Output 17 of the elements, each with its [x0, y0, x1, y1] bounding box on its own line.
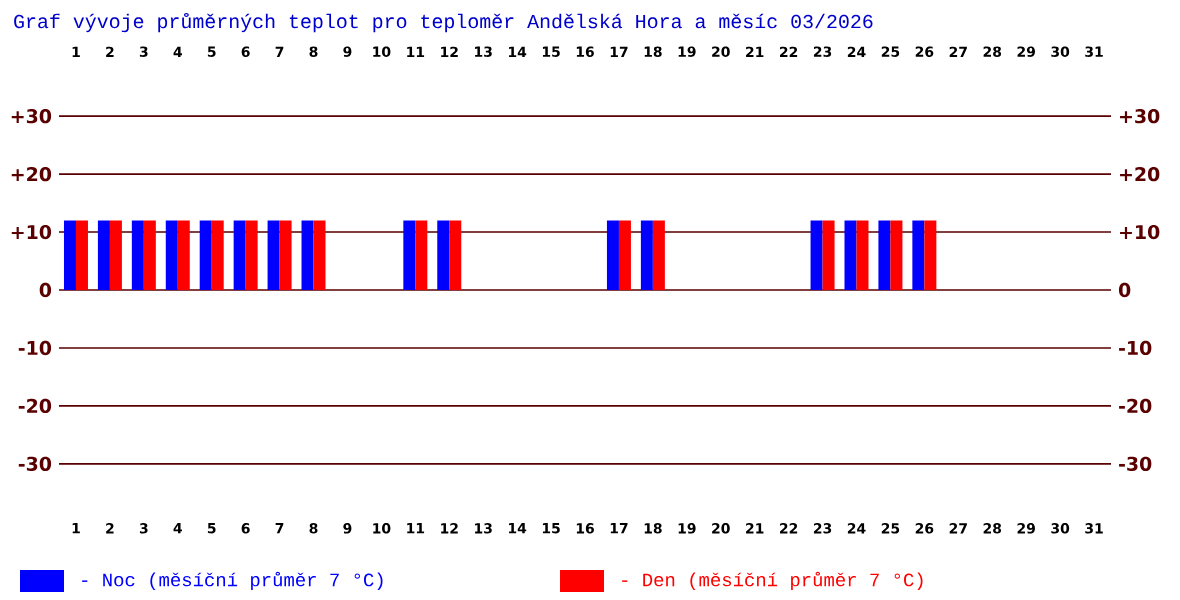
y2-tick-label: +30	[1120, 108, 1160, 124]
legend-label: - Den (měsíční průměr 7 °C)	[622, 571, 923, 591]
y-tick-label: +20	[11, 166, 52, 182]
y-tick-label: 0	[39, 282, 52, 298]
y-tick-label: +10	[11, 224, 52, 240]
y-tick-label: -30	[18, 456, 52, 472]
y2-tick-label: +10	[1120, 224, 1160, 240]
y2-tick-label: -30	[1119, 456, 1152, 472]
y2-tick-label: +20	[1120, 166, 1160, 182]
y2-tick-label: 0	[1118, 282, 1131, 298]
chart-title: Graf vývoje průměrných teplot pro teploměr Andělská Hora a měsíc 03/2026	[14, 13, 873, 33]
y-tick-label: -10	[18, 340, 52, 356]
y2-tick-label: -20	[1119, 398, 1152, 414]
y-tick-label: +30	[11, 109, 52, 124]
legend-label: - Noc (měsíční průměr 7 °C)	[82, 571, 383, 591]
y-tick-label: -20	[18, 398, 52, 414]
y2-tick-label: -10	[1119, 340, 1152, 356]
